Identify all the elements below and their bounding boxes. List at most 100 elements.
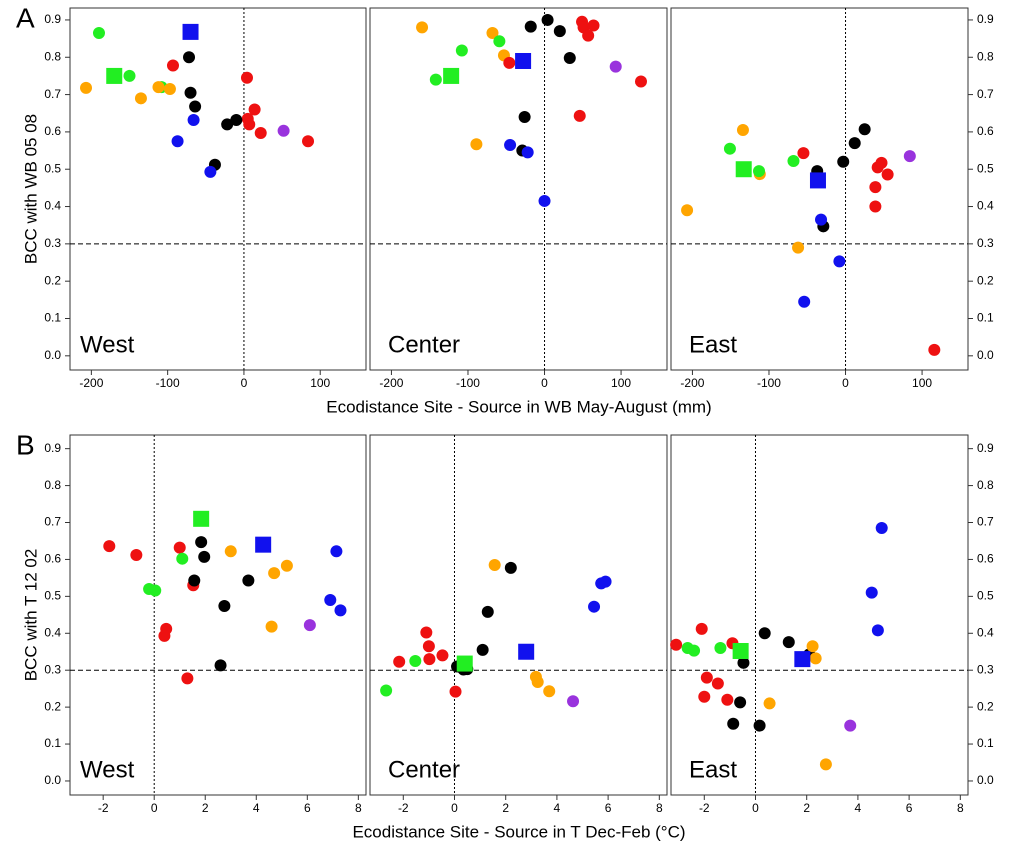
x-tick-label: 0 xyxy=(451,801,458,815)
x-tick-label: -200 xyxy=(379,376,403,390)
point xyxy=(224,545,237,558)
point xyxy=(173,541,186,554)
point xyxy=(688,644,701,657)
square-point xyxy=(182,23,199,40)
point xyxy=(476,643,489,656)
point xyxy=(871,624,884,637)
point xyxy=(567,695,580,708)
y-tick-label: 0.3 xyxy=(977,662,994,676)
point xyxy=(681,204,694,217)
x-tick-label: 100 xyxy=(310,376,330,390)
square-point xyxy=(809,172,826,189)
point xyxy=(563,52,576,65)
x-tick-label: 0 xyxy=(241,376,248,390)
point xyxy=(176,552,189,565)
point xyxy=(543,685,556,698)
point xyxy=(198,550,211,563)
point xyxy=(792,241,805,254)
point xyxy=(875,522,888,535)
point xyxy=(429,73,442,86)
point xyxy=(869,181,882,194)
square-point xyxy=(735,161,752,178)
point xyxy=(195,536,208,549)
point xyxy=(858,123,871,136)
point xyxy=(163,82,176,95)
square-point xyxy=(443,67,460,84)
y-tick-label: 0.7 xyxy=(977,87,994,101)
point xyxy=(587,19,600,32)
point xyxy=(221,118,234,131)
panel-letter: A xyxy=(16,2,35,33)
x-tick-label: 100 xyxy=(912,376,932,390)
point xyxy=(573,109,586,122)
point xyxy=(214,659,227,672)
point xyxy=(240,71,253,84)
point xyxy=(903,150,916,163)
point xyxy=(711,677,724,690)
point xyxy=(531,676,544,689)
point xyxy=(393,655,406,668)
square-point xyxy=(515,52,532,69)
point xyxy=(928,343,941,356)
point xyxy=(518,110,531,123)
point xyxy=(188,574,201,587)
point xyxy=(218,599,231,612)
point xyxy=(782,636,795,649)
y-tick-label: 0.7 xyxy=(44,515,61,529)
point xyxy=(470,138,483,151)
x-tick-label: 0 xyxy=(752,801,759,815)
point xyxy=(280,559,293,572)
point xyxy=(330,545,343,558)
square-point xyxy=(193,510,210,527)
point xyxy=(698,690,711,703)
y-axis-label: BCC with T 12 02 xyxy=(21,549,40,682)
x-tick-label: 8 xyxy=(656,801,663,815)
point xyxy=(582,29,595,42)
point xyxy=(134,92,147,105)
point xyxy=(80,81,93,94)
point xyxy=(422,640,435,653)
point xyxy=(171,135,184,148)
point xyxy=(737,656,750,669)
point xyxy=(149,584,162,597)
point xyxy=(848,137,861,150)
point xyxy=(736,124,749,137)
point xyxy=(488,558,501,571)
y-tick-label: 0.6 xyxy=(44,552,61,566)
point xyxy=(504,561,517,574)
y-tick-label: 0.4 xyxy=(977,199,994,213)
point xyxy=(302,135,315,148)
point xyxy=(493,35,506,48)
square-point xyxy=(106,67,123,84)
point xyxy=(265,620,278,633)
y-tick-label: 0.5 xyxy=(44,161,61,175)
y-tick-label: 0.3 xyxy=(44,662,61,676)
y-tick-label: 0.1 xyxy=(44,736,61,750)
point xyxy=(152,81,165,94)
point xyxy=(416,21,429,34)
point xyxy=(844,719,857,732)
panel-frame xyxy=(670,7,969,371)
y-tick-label: 0.9 xyxy=(44,12,61,26)
y-tick-label: 0.7 xyxy=(977,515,994,529)
panel-frame xyxy=(69,434,367,796)
y-tick-label: 0.5 xyxy=(977,161,994,175)
y-tick-label: 0.1 xyxy=(977,736,994,750)
point xyxy=(865,586,878,599)
y-tick-label: 0.5 xyxy=(977,589,994,603)
x-axis-label: Ecodistance Site - Source in WB May-Augu… xyxy=(326,397,711,416)
point xyxy=(455,44,468,57)
point xyxy=(420,626,433,639)
y-tick-label: 0.6 xyxy=(977,552,994,566)
point xyxy=(324,594,337,607)
point xyxy=(380,684,393,697)
point xyxy=(486,27,499,40)
point xyxy=(230,113,243,126)
x-tick-label: 100 xyxy=(611,376,631,390)
y-tick-label: 0.8 xyxy=(977,478,994,492)
point xyxy=(798,295,811,308)
point xyxy=(695,622,708,635)
point xyxy=(700,671,713,684)
x-tick-label: -2 xyxy=(98,801,109,815)
